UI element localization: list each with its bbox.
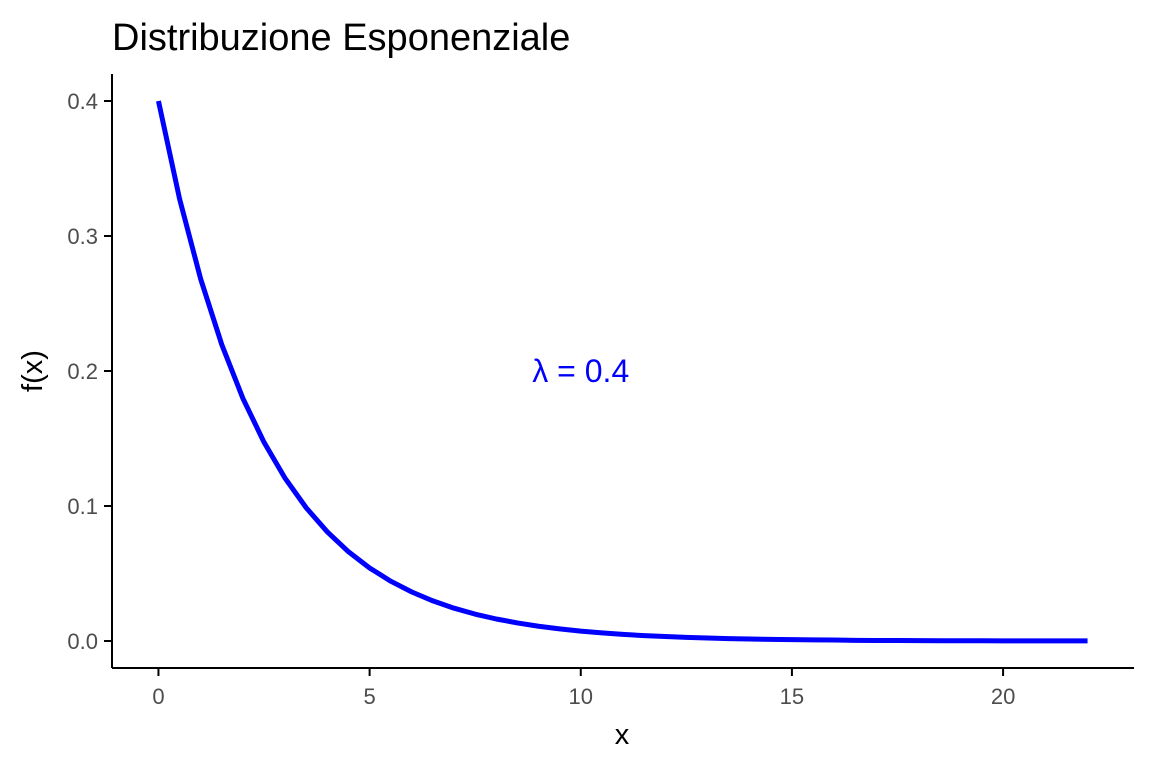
x-axis-title: x [615,719,630,751]
x-tick-label: 0 [152,684,164,709]
y-tick-label: 0.2 [67,359,98,384]
chart-title: Distribuzione Esponenziale [112,17,570,59]
x-axis-ticks: 0 5 10 15 20 [152,668,1015,709]
x-tick-label: 15 [780,684,804,709]
y-axis-ticks: 0.0 0.1 0.2 0.3 0.4 [67,89,112,654]
series-line-0 [156,100,1088,644]
y-tick-label: 0.1 [67,494,98,519]
y-axis-title: f(x) [17,350,49,392]
annotations: λ = 0.4 [532,353,629,389]
x-tick-label: 20 [991,684,1015,709]
plot-area [156,100,1088,644]
lambda-annotation: λ = 0.4 [532,353,629,389]
y-tick-label: 0.0 [67,629,98,654]
x-tick-label: 5 [363,684,375,709]
y-tick-label: 0.4 [67,89,98,114]
y-tick-label: 0.3 [67,224,98,249]
x-tick-label: 10 [569,684,593,709]
